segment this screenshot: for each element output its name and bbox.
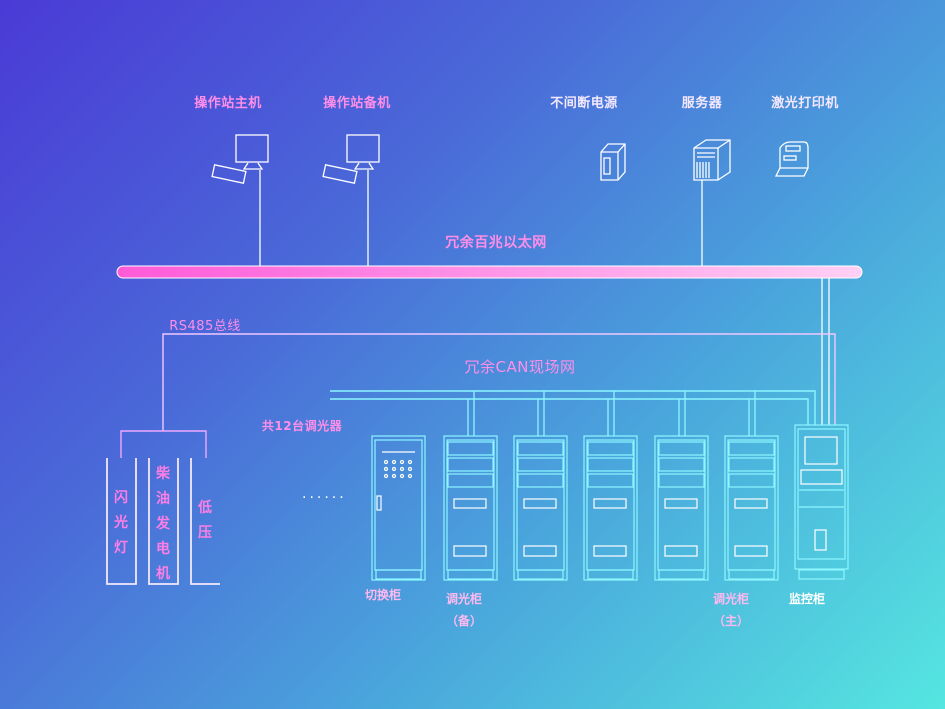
host-station-label: 操作站主机: [194, 96, 262, 111]
ethernet-bus: [116, 265, 863, 279]
switch-cabinet-text: 切换柜: [364, 588, 402, 602]
can-label: 冗余CAN现场网: [464, 358, 576, 376]
diesel-box: [148, 458, 179, 585]
diesel-label: 柴油发电机: [156, 466, 170, 582]
monitor-cabinet-label: 监控柜: [789, 588, 825, 610]
host-monitor-icon: [211, 134, 269, 184]
printer-icon: [774, 141, 809, 177]
backup-monitor-icon: [322, 134, 380, 184]
server-icon: [693, 139, 731, 181]
dimmer-cabinet: [654, 435, 709, 581]
ups-label: 不间断电源: [550, 96, 618, 111]
dimmer-main-tag: （主）: [712, 614, 750, 628]
low-voltage-box: [190, 458, 220, 585]
monitor-cabinet-text: 监控柜: [788, 592, 826, 606]
dimmer-backup-tag: （备）: [445, 614, 483, 628]
dimmer-main-text: 调光柜: [712, 592, 750, 606]
dimmer-cabinet: [724, 435, 779, 581]
backup-station-label: 操作站备机: [323, 96, 391, 111]
printer-label: 激光打印机: [771, 96, 839, 111]
monitor-cabinet: [794, 424, 849, 580]
low-voltage-label: 低压: [198, 500, 212, 541]
strobe-box: [106, 458, 137, 585]
server-label: 服务器: [681, 96, 723, 111]
ups-icon: [600, 143, 626, 181]
dimmer-backup-text: 调光柜: [445, 592, 483, 606]
ethernet-label: 冗余百兆以太网: [445, 235, 547, 251]
dimmer-cabinet: [583, 435, 638, 581]
rs485-label: RS485总线: [169, 319, 241, 334]
ellipsis: ......: [302, 486, 347, 502]
dimmer-backup-label: 调光柜 （备）: [446, 588, 482, 632]
dimmer-main-label: 调光柜 （主）: [713, 588, 749, 632]
dimmer-cabinet: [443, 435, 498, 581]
rs485-line: [162, 333, 836, 431]
strobe-label: 闪光灯: [114, 490, 128, 556]
dimmer-count-label: 共12台调光器: [261, 419, 343, 433]
rs485-bracket: [120, 430, 207, 458]
switch-cabinet: [371, 435, 426, 581]
can-bus: [330, 390, 816, 425]
dimmer-cabinet: [513, 435, 568, 581]
switch-cabinet-label: 切换柜: [365, 584, 401, 606]
